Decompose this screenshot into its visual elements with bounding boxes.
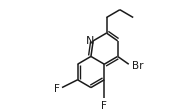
Text: Br: Br — [132, 60, 143, 70]
Text: F: F — [54, 83, 60, 93]
Text: N: N — [86, 36, 94, 46]
Text: F: F — [101, 100, 107, 110]
